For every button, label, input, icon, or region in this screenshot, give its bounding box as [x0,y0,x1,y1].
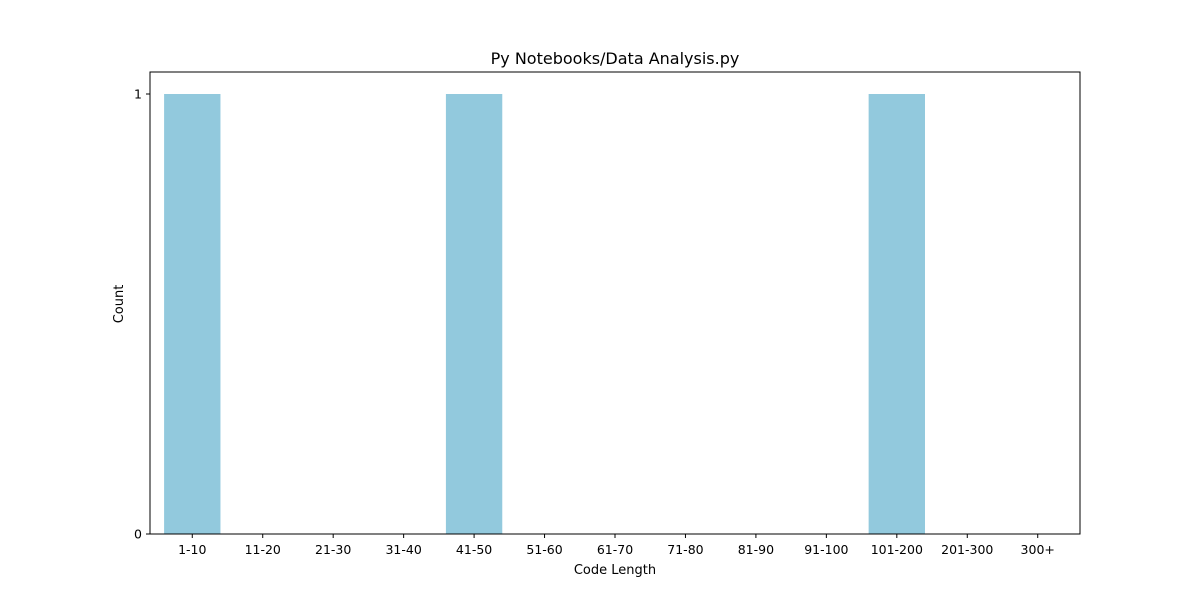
y-tick-label: 0 [134,527,142,542]
x-tick-label: 101-200 [871,542,923,557]
chart-title: Py Notebooks/Data Analysis.py [491,49,740,68]
x-tick-label: 201-300 [941,542,993,557]
x-tick-label: 300+ [1021,542,1055,557]
y-tick-label: 1 [134,87,142,102]
x-tick-label: 81-90 [738,542,774,557]
x-axis-label: Code Length [574,563,656,578]
plot-frame [149,71,1081,535]
y-axis-label: Count [112,285,127,324]
x-tick-label: 91-100 [804,542,848,557]
x-tick-label: 31-40 [385,542,421,557]
x-tick-label: 61-70 [597,542,633,557]
bars-group [164,94,925,534]
x-tick-label: 1-10 [178,542,206,557]
x-tick-label: 21-30 [315,542,351,557]
x-tick-label: 11-20 [245,542,281,557]
x-tick-label: 71-80 [667,542,703,557]
bar-101-200 [868,94,925,534]
x-tick-label: 41-50 [456,542,492,557]
bar-1-10 [164,94,221,534]
bar-41-50 [445,94,503,534]
y-ticks: 01 [134,87,150,542]
x-ticks: 1-10 11-20 21-30 31-40 41-50 51-60 61-70 71-80 8… [178,534,1055,557]
x-tick-label: 51-60 [526,542,562,557]
